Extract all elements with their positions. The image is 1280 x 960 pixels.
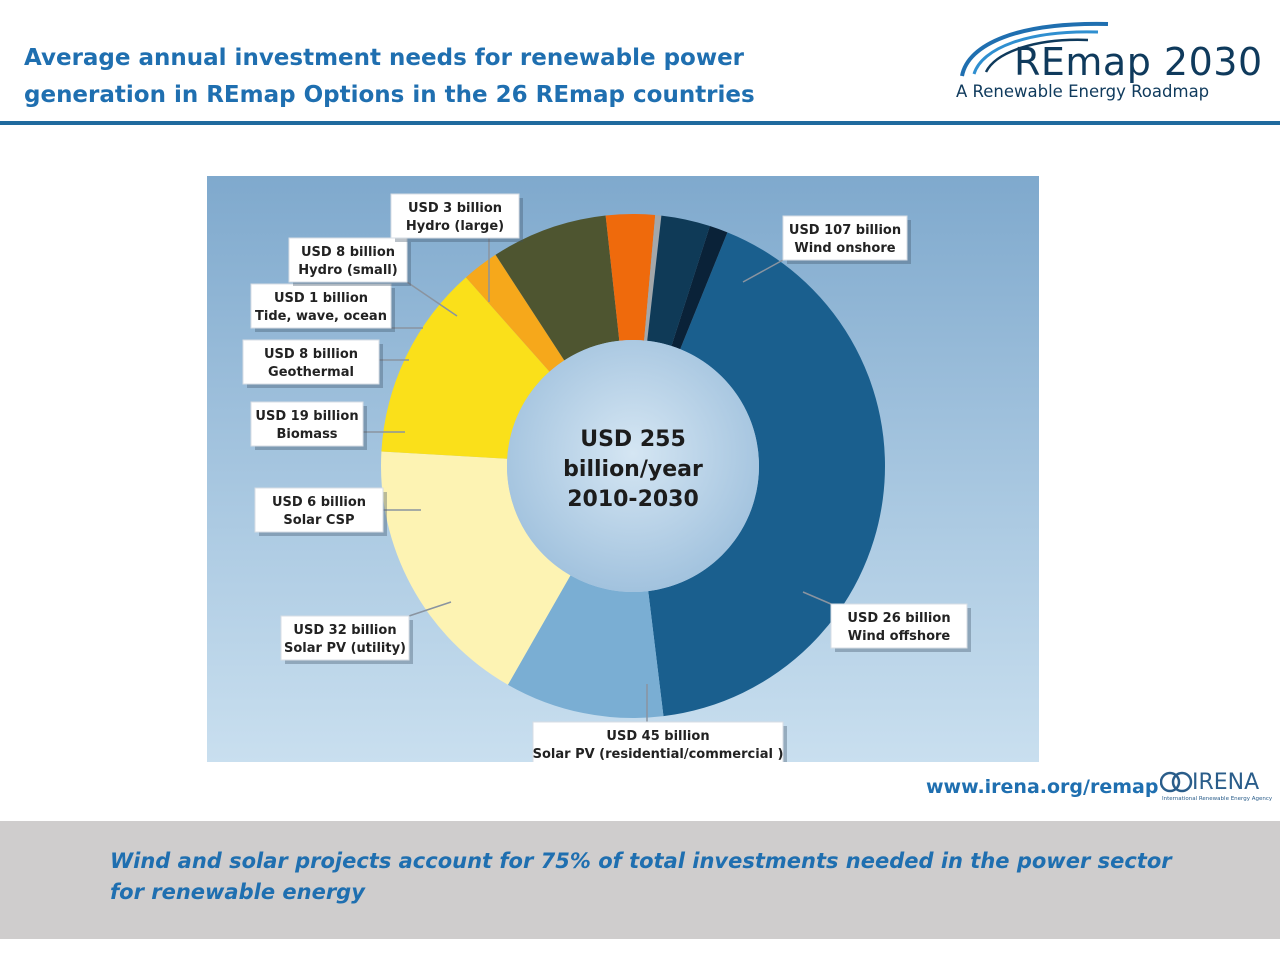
irena-globe-icon — [1160, 771, 1193, 793]
slice-label-value: USD 19 billion — [255, 409, 358, 424]
donut-slice — [605, 214, 656, 341]
donut-slice — [465, 254, 565, 372]
slice-label-value: USD 26 billion — [847, 611, 950, 626]
slice-label-box — [250, 283, 392, 329]
donut-slice — [507, 575, 664, 718]
donut-chart: USD 107 billion Wind onshore USD 26 billio… — [242, 193, 971, 762]
leader-line — [408, 601, 452, 617]
slice-label-name: Solar PV (residential/commercial ) — [533, 747, 784, 762]
donut-slice — [381, 277, 550, 459]
website-url[interactable]: www.irena.org/remap — [926, 776, 1159, 798]
slice-label-value: USD 6 billion — [272, 495, 366, 510]
slice-label-name: Hydro (small) — [298, 263, 397, 278]
slide-title: Average annual investment needs for rene… — [24, 40, 784, 114]
slice-label-box — [250, 401, 364, 447]
donut-slice — [647, 215, 710, 347]
slice-label-name: Wind onshore — [794, 241, 895, 256]
logo-title: REmap 2030 — [1014, 40, 1263, 84]
slice-label-value: USD 8 billion — [301, 245, 395, 260]
caption-line-2: for renewable energy — [110, 880, 365, 904]
leader-line — [742, 259, 784, 283]
remap-logo: REmap 2030 A Renewable Energy Roadmap — [948, 14, 1268, 114]
slice-label-box — [532, 721, 784, 762]
slice-label-box — [254, 487, 384, 533]
slice-label-value: USD 1 billion — [274, 291, 368, 306]
slice-label-name: Wind offshore — [848, 629, 951, 644]
header-divider — [0, 121, 1280, 125]
slice-label-value: USD 32 billion — [293, 623, 396, 638]
center-label-line-3: 2010-2030 — [567, 487, 699, 512]
slice-label-box — [288, 237, 408, 283]
donut-center — [507, 340, 759, 592]
slice-label-box — [242, 339, 380, 385]
donut-slice — [644, 214, 662, 341]
slice-label-name: Hydro (large) — [406, 219, 504, 234]
footer-band — [0, 821, 1280, 939]
slice-label-box — [782, 215, 908, 261]
irena-wordmark: IRENA — [1192, 770, 1260, 795]
donut-slice — [495, 215, 620, 361]
irena-logo: IRENA International Renewable Energy Age… — [1160, 770, 1272, 806]
slice-label-name: Solar CSP — [283, 513, 354, 528]
caption-line-1: Wind and solar projects account for 75% … — [110, 849, 1172, 873]
slide-title-line-2: generation in REmap Options in the 26 RE… — [24, 82, 755, 108]
footer-caption: Wind and solar projects account for 75% … — [110, 846, 1172, 908]
slice-label-name: Solar PV (utility) — [284, 641, 406, 656]
slide-title-line-1: Average annual investment needs for rene… — [24, 45, 745, 71]
slice-label-value: USD 45 billion — [606, 729, 709, 744]
donut-slice — [381, 451, 571, 685]
slice-label-box — [280, 615, 410, 661]
center-label-line-2: billion/year — [563, 457, 703, 482]
slice-label-value: USD 107 billion — [789, 223, 901, 238]
leader-line — [802, 591, 832, 605]
slice-label-value: USD 8 billion — [264, 347, 358, 362]
irena-subtitle: International Renewable Energy Agency — [1162, 796, 1273, 802]
slice-label-name: Tide, wave, ocean — [255, 309, 387, 324]
slice-label-name: Biomass — [276, 427, 337, 442]
leader-line — [406, 281, 458, 317]
slice-label-box — [830, 603, 968, 649]
center-label-line-1: USD 255 — [580, 427, 686, 452]
slice-label-box — [390, 193, 520, 239]
donut-slice — [671, 226, 728, 350]
logo-subtitle: A Renewable Energy Roadmap — [956, 82, 1210, 101]
slice-label-name: Geothermal — [268, 365, 354, 380]
remap-swoosh-icon — [960, 21, 1109, 77]
donut-slice — [648, 232, 886, 717]
chart-panel: USD 107 billion Wind onshore USD 26 billio… — [207, 176, 1039, 762]
slice-label-value: USD 3 billion — [408, 201, 502, 216]
